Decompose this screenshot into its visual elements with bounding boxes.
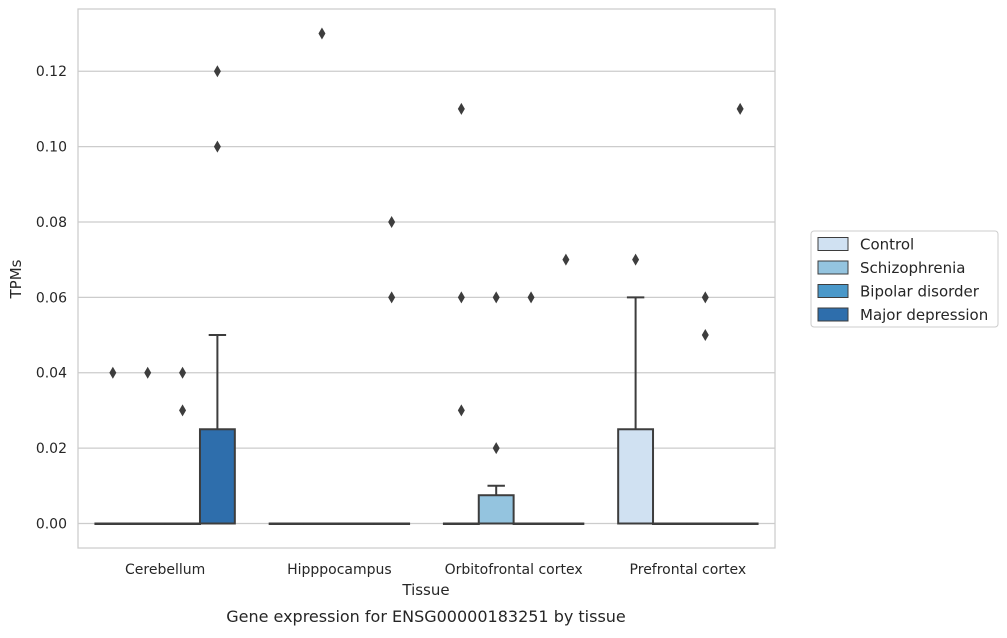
box-schizophrenia	[477, 291, 515, 525]
y-tick-label: 0.10	[36, 140, 67, 156]
box-control	[617, 253, 655, 525]
y-tick-label: 0.00	[36, 517, 67, 533]
box-schizophrenia	[129, 366, 167, 525]
box-major-depression	[198, 65, 236, 525]
outlier-point	[179, 404, 187, 417]
legend-label: Major depression	[860, 306, 988, 324]
box-body	[198, 428, 236, 525]
box-control	[268, 522, 306, 525]
legend-label: Control	[860, 236, 914, 254]
box-schizophrenia	[303, 27, 341, 525]
legend: Control Schizophrenia Bipolar disorder Majo…	[810, 230, 999, 328]
box-major-depression	[721, 102, 759, 525]
legend-swatch	[817, 260, 849, 275]
outlier-point	[213, 140, 221, 153]
outlier-point	[562, 253, 570, 266]
outlier-point	[701, 329, 709, 342]
y-tick-label: 0.12	[36, 64, 67, 80]
box-bipolar-disorder	[512, 291, 550, 525]
x-tick-label: Cerebellum	[125, 562, 205, 578]
outlier-point	[527, 291, 535, 304]
y-tick-label: 0.04	[36, 366, 67, 382]
box-control	[94, 366, 132, 525]
chart-title: Gene expression for ENSG00000183251 by t…	[226, 607, 626, 626]
box-major-depression	[373, 215, 411, 525]
x-tick-label: Hipppocampus	[287, 562, 392, 578]
grid-lines	[78, 70, 775, 525]
x-tick-labels: Cerebellum Hipppocampus Orbitofrontal cort…	[125, 562, 746, 578]
legend-swatch	[817, 284, 849, 298]
outlier-point	[457, 102, 465, 115]
y-axis-label: TPMs	[7, 259, 25, 299]
outlier-point	[701, 291, 709, 304]
box-body	[617, 428, 655, 525]
x-axis-label: Tissue	[401, 581, 449, 599]
box-schizophrenia	[652, 522, 689, 525]
boxes	[94, 27, 759, 525]
outlier-point	[388, 215, 396, 228]
outlier-point	[457, 404, 465, 417]
legend-swatch	[817, 307, 849, 322]
box-major-depression	[547, 253, 585, 525]
outlier-point	[492, 442, 500, 455]
box-bipolar-disorder	[164, 366, 201, 525]
outlier-point	[492, 291, 500, 304]
box-bipolar-disorder	[686, 291, 724, 525]
y-tick-label: 0.08	[36, 215, 67, 231]
legend-swatch	[817, 237, 849, 251]
x-tick-label: Orbitofrontal cortex	[445, 562, 583, 578]
x-tick-label: Prefrontal cortex	[630, 562, 747, 578]
outlier-point	[457, 291, 465, 304]
outlier-point	[144, 366, 152, 379]
legend-frame	[810, 230, 999, 328]
outlier-point	[109, 366, 117, 379]
outlier-point	[179, 366, 187, 379]
outlier-point	[318, 27, 326, 40]
box-bipolar-disorder	[338, 522, 376, 525]
outlier-point	[213, 65, 221, 78]
outlier-point	[632, 253, 640, 266]
outlier-point	[736, 102, 744, 115]
outlier-point	[388, 291, 396, 304]
y-tick-label: 0.06	[36, 290, 67, 306]
y-tick-label: 0.02	[36, 441, 67, 457]
y-tick-labels: 0.00 0.02 0.04 0.06 0.08 0.10 0.12	[36, 64, 67, 532]
legend-label: Schizophrenia	[860, 259, 965, 277]
plot-frame	[77, 8, 776, 549]
box-body	[477, 494, 515, 525]
box-control	[442, 102, 480, 525]
legend-label: Bipolar disorder	[860, 283, 980, 301]
